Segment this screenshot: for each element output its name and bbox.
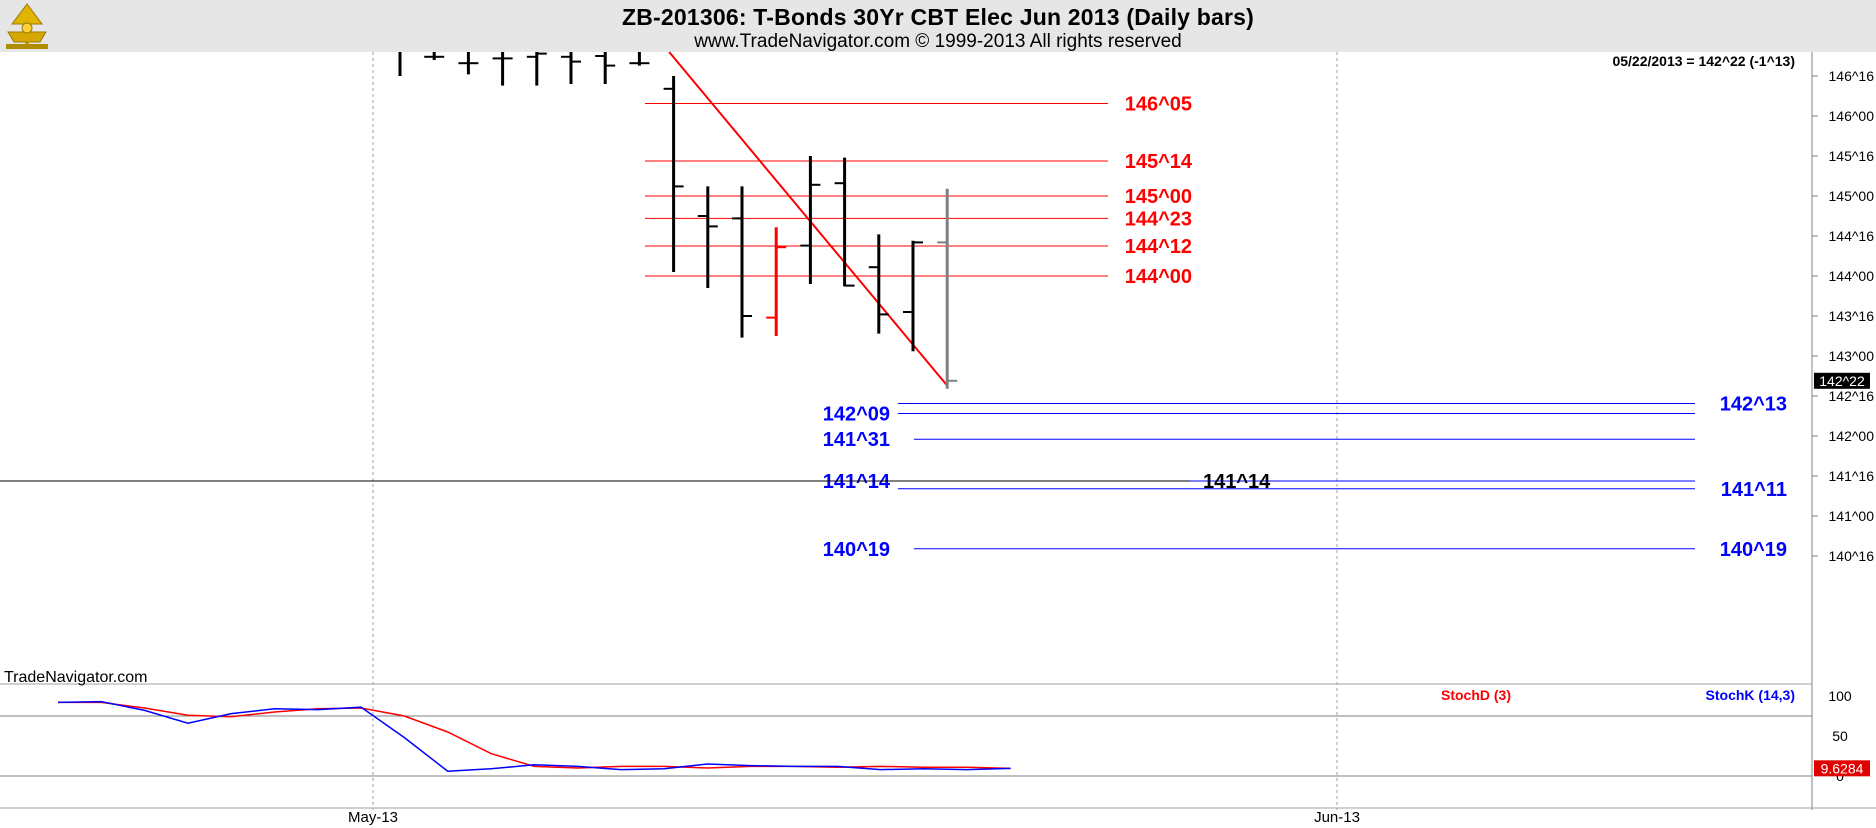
y-tick-label: 143^00 xyxy=(1829,348,1875,364)
stoch-last-value-tag xyxy=(1814,760,1870,777)
stochastic-panel: 100500StochD (3)StochK (14,3)9.6284 xyxy=(57,687,1870,784)
stochd-legend: StochD (3) xyxy=(1441,687,1511,703)
resistance-label: 146^05 xyxy=(1125,94,1192,116)
stoch-last-value-label: 9.6284 xyxy=(1821,760,1864,776)
last-price-info: 05/22/2013 = 142^22 (-1^13) xyxy=(1612,53,1795,69)
stoch-y-tick-label: 50 xyxy=(1832,728,1848,744)
y-tick-label: 146^16 xyxy=(1829,68,1875,84)
stochk-legend: StochK (14,3) xyxy=(1706,687,1795,703)
y-tick-label: 140^16 xyxy=(1829,548,1875,564)
last-price-tag xyxy=(1814,372,1870,389)
resistance-label: 145^14 xyxy=(1125,151,1193,173)
resistance-label: 144^12 xyxy=(1125,236,1192,258)
copyright-subtitle: www.TradeNavigator.com © 1999-2013 All r… xyxy=(694,31,1182,52)
stoch-y-tick-label: 100 xyxy=(1828,688,1852,704)
chart-title: ZB-201306: T-Bonds 30Yr CBT Elec Jun 201… xyxy=(621,4,1255,30)
y-tick-label: 144^00 xyxy=(1829,268,1875,284)
support-label: 142^09 xyxy=(823,404,890,426)
trendline xyxy=(668,51,948,387)
x-tick-label: Jun-13 xyxy=(1314,809,1360,826)
price-bars xyxy=(398,52,958,389)
y-tick-label: 141^16 xyxy=(1829,468,1875,484)
trade-navigator-logo-icon xyxy=(6,3,48,49)
resistance-label: 145^00 xyxy=(1125,186,1192,208)
stochk-line xyxy=(57,700,1011,772)
x-tick-label: May-13 xyxy=(348,809,398,826)
support-label: 140^19 xyxy=(1720,539,1787,561)
support-label: 141^31 xyxy=(823,429,890,451)
resistance-label: 144^23 xyxy=(1125,208,1192,230)
last-price-tag-label: 142^22 xyxy=(1819,373,1865,389)
y-tick-label: 141^00 xyxy=(1829,508,1875,524)
support-label: 142^13 xyxy=(1720,394,1787,416)
y-tick-label: 142^00 xyxy=(1829,428,1875,444)
support-label: 141^14 xyxy=(823,471,891,493)
marker-line-label: 141^14 xyxy=(1203,471,1271,493)
y-tick-label: 143^16 xyxy=(1829,308,1875,324)
watermark: TradeNavigator.com xyxy=(4,669,147,686)
y-tick-label: 145^00 xyxy=(1829,188,1875,204)
chart-frame xyxy=(0,52,1876,810)
y-tick-label: 146^00 xyxy=(1829,108,1875,124)
price-axis: 146^16 146^00 145^16 145^00 144^16 144^00 143^… xyxy=(1812,68,1874,564)
stochd-line xyxy=(58,701,1011,770)
y-tick-label: 142^16 xyxy=(1829,388,1875,404)
resistance-label: 144^00 xyxy=(1125,266,1192,288)
support-label: 141^11 xyxy=(1721,479,1787,501)
support-label: 140^19 xyxy=(823,539,890,561)
y-tick-label: 145^16 xyxy=(1829,148,1875,164)
y-tick-label: 144^16 xyxy=(1829,228,1875,244)
title-bar: ZB-201306: T-Bonds 30Yr CBT Elec Jun 201… xyxy=(0,0,1876,52)
